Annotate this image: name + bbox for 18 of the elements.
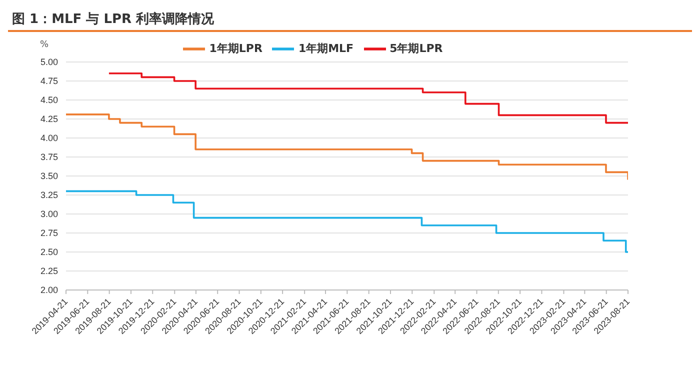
- y-tick-label: 5.00: [40, 57, 58, 68]
- legend-label: 1年期LPR: [209, 42, 262, 56]
- y-tick-label: 4.25: [40, 114, 58, 124]
- y-tick-label: 3.50: [40, 171, 58, 182]
- chart-title: 图 1：MLF 与 LPR 利率调降情况: [8, 8, 692, 32]
- y-tick-label: 3.00: [40, 209, 58, 220]
- y-tick-label: 2.00: [40, 285, 58, 296]
- y-tick-label: 4.00: [40, 133, 58, 144]
- y-tick-label: 2.75: [40, 228, 58, 238]
- y-tick-label: 2.50: [40, 247, 58, 258]
- legend-label: 1年期MLF: [298, 42, 354, 56]
- y-tick-label: 2.25: [40, 266, 58, 276]
- y-tick-label: 4.50: [40, 95, 58, 106]
- y-tick-label: 3.25: [40, 190, 58, 200]
- y-axis-title: %: [40, 40, 49, 50]
- y-tick-label: 3.75: [40, 152, 58, 162]
- y-tick-label: 4.75: [40, 76, 58, 86]
- legend-label: 5年期LPR: [390, 42, 443, 56]
